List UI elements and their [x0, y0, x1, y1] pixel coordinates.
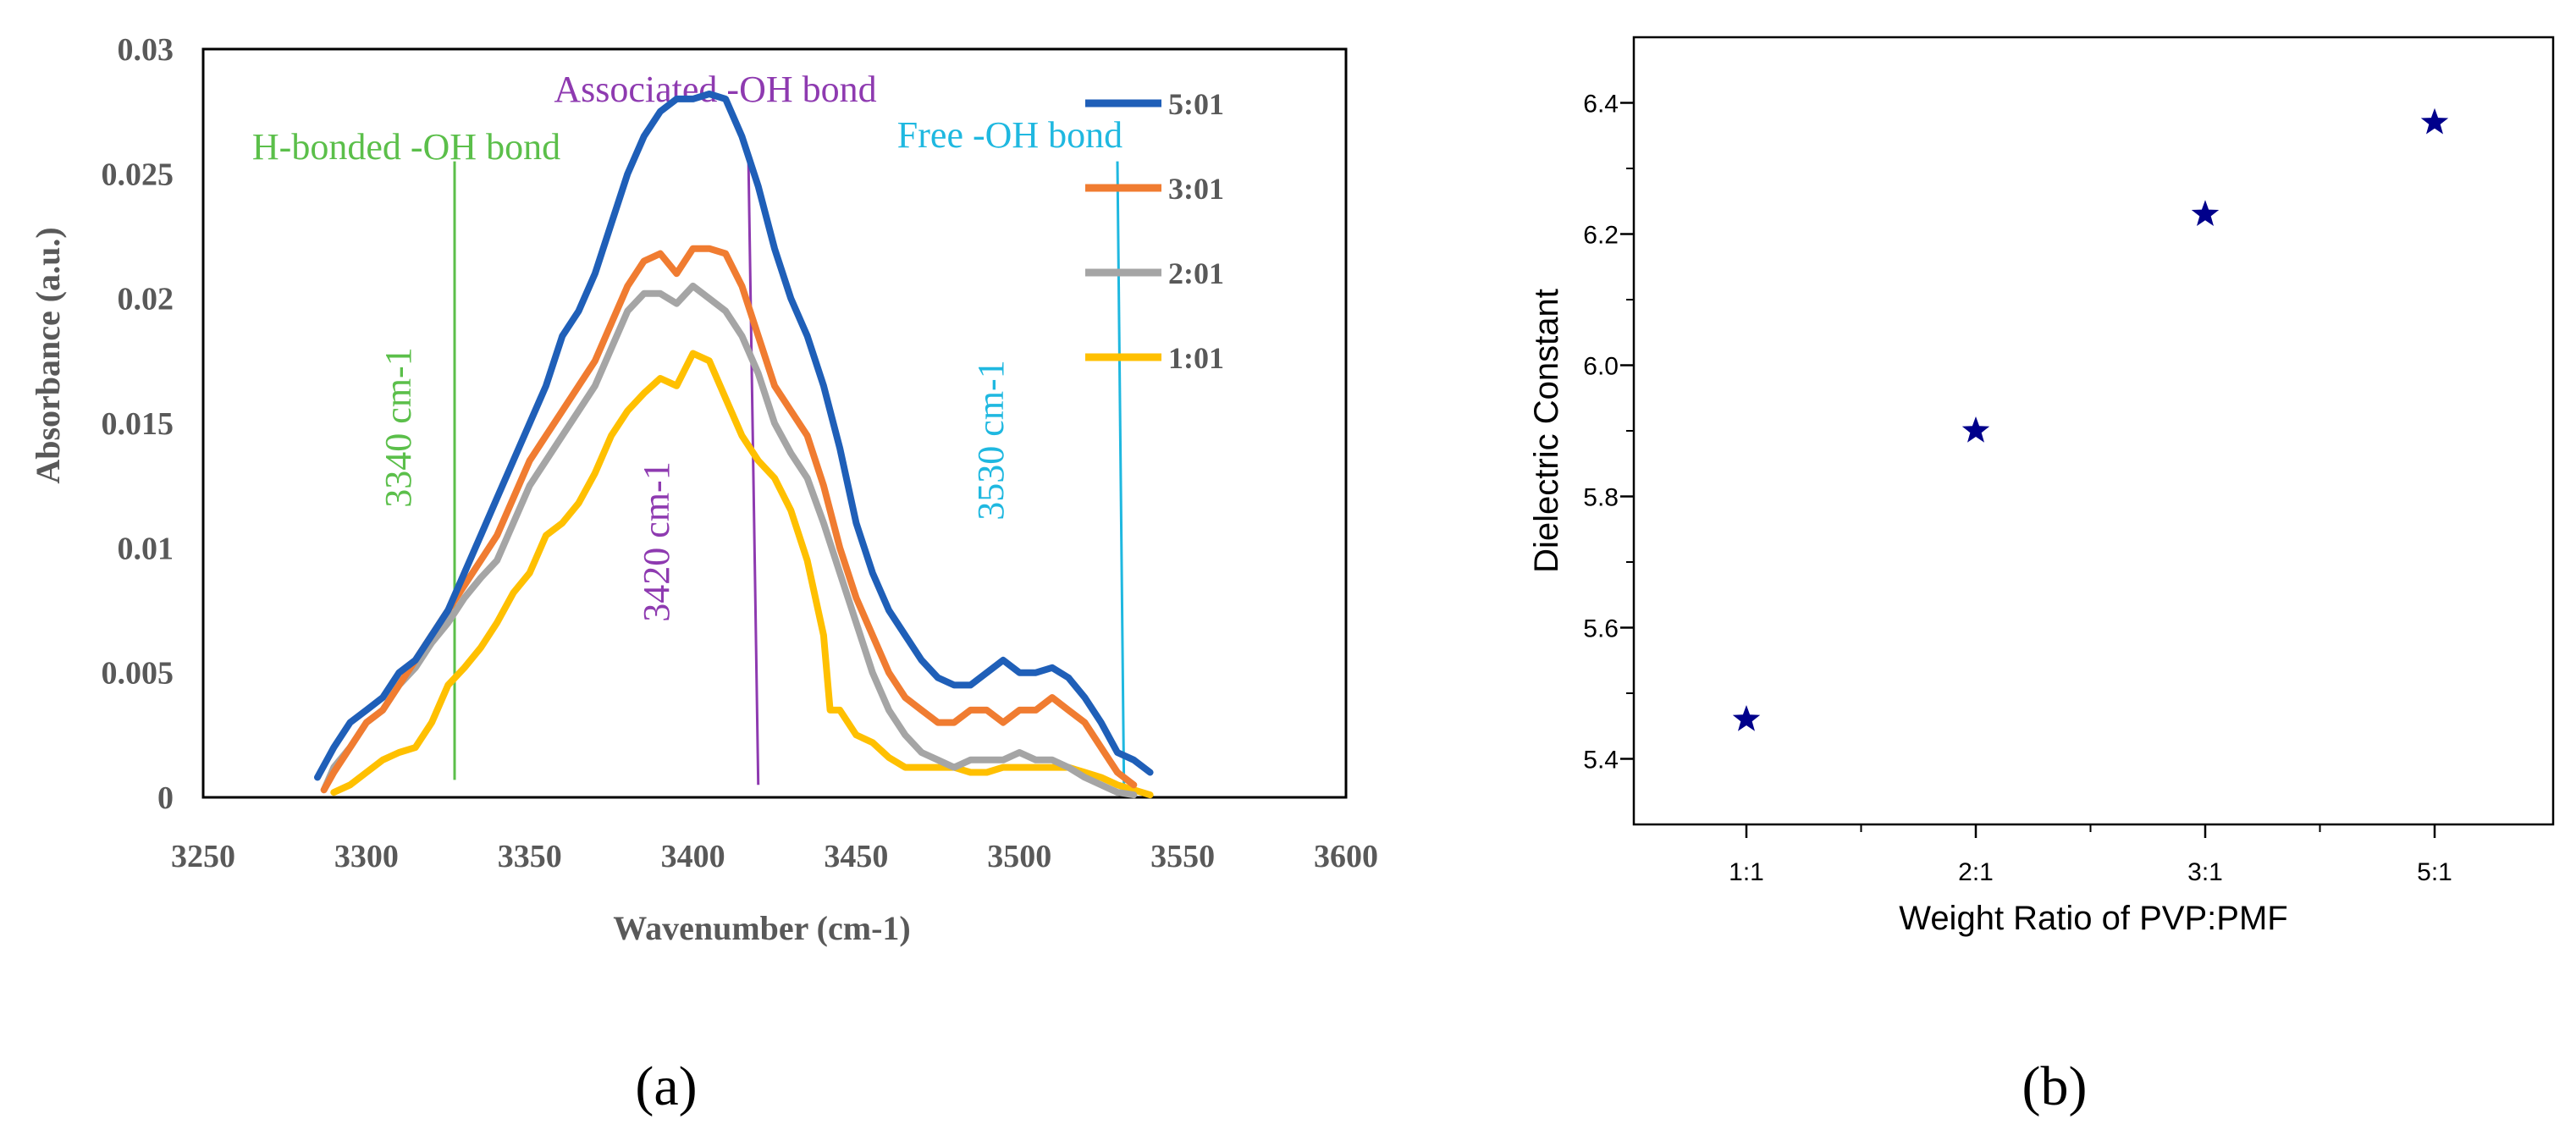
plot-a-ytick-label: 0.015: [102, 406, 174, 442]
panel-b: 1:1 2:1 3:1 5:1 5.4 5.6 5.8 6.0 6.2 6.4 Weight R…: [1528, 36, 2555, 1117]
data-point-2-1: [1961, 416, 1990, 443]
plot-b-ytick-label: 5.8: [1583, 484, 1619, 512]
plot-a-xtick-label: 3600: [1314, 839, 1378, 874]
plot-a-xtick-label: 3550: [1150, 839, 1215, 874]
panel-a-caption: (a): [635, 1056, 697, 1117]
plot-a-xtick-label: 3250: [171, 839, 235, 874]
reference-tag-hbonded: 3340 cm-1: [378, 347, 419, 507]
plot-b-xtick-label: 2:1: [1958, 858, 1994, 886]
plot-a-xtick-label: 3300: [334, 839, 399, 874]
reference-tag-associated: 3420 cm-1: [636, 461, 677, 621]
plot-b-xtick-label: 5:1: [2417, 858, 2452, 886]
reference-line-free: [1116, 161, 1126, 785]
plot-b-xtick-label: 3:1: [2187, 858, 2223, 886]
legend-label-2-01: 2:01: [1168, 256, 1224, 290]
plot-b-ytick-label: 5.4: [1583, 747, 1619, 774]
plot-b-ylabel: Dielectric Constant: [1528, 289, 1565, 573]
reference-label-free: Free -OH bond: [897, 114, 1123, 156]
plot-b-xlabel: Weight Ratio of PVP:PMF: [1899, 900, 2287, 937]
plot-a-xlabel: Wavenumber (cm-1): [613, 909, 910, 947]
reference-label-associated: Associated -OH bond: [554, 69, 876, 110]
legend-label-3-01: 3:01: [1168, 172, 1224, 206]
plot-a-ytick-label: 0.02: [118, 282, 174, 317]
plot-a-xtick-label: 3450: [824, 839, 888, 874]
plot-a-ytick-label: 0: [157, 780, 174, 816]
legend-label-1-01: 1:01: [1168, 341, 1224, 375]
series-line-5-01: [314, 91, 1154, 781]
data-point-3-1: [2191, 200, 2220, 226]
plot-b-ytick-label: 6.0: [1583, 353, 1619, 381]
panel-b-caption: (b): [2022, 1056, 2088, 1117]
plot-a-ytick-label: 0.025: [102, 157, 174, 192]
plot-a-xtick-label: 3400: [661, 839, 725, 874]
panel-a: H-bonded -OH bond 3340 cm-1 Associated -OH…: [29, 32, 1378, 1117]
plot-b-ytick-label: 6.2: [1583, 222, 1619, 250]
plot-a-xtick-label: 3500: [987, 839, 1051, 874]
reference-tag-free: 3530 cm-1: [970, 360, 1012, 520]
series-line-2-01: [320, 282, 1138, 799]
plot-a-xtick-label: 3350: [498, 839, 562, 874]
legend-label-5-01: 5:01: [1168, 87, 1224, 121]
plot-b-ytick-label: 5.6: [1583, 615, 1619, 643]
plot-a-ytick-label: 0.01: [118, 531, 174, 566]
reference-line-associated: [747, 161, 760, 785]
data-point-1-1: [1732, 705, 1761, 731]
plot-a-ylabel: Absorbance (a.u.): [29, 227, 67, 483]
series-line-1-01: [330, 350, 1154, 799]
plot-a-ytick-label: 0.03: [118, 32, 174, 68]
plot-a-ytick-label: 0.005: [102, 656, 174, 692]
data-point-5-1: [2420, 107, 2449, 135]
plot-b-ytick-label: 6.4: [1583, 91, 1619, 119]
plot-b-area: [1632, 36, 2555, 826]
plot-b-xtick-label: 1:1: [1729, 858, 1764, 886]
reference-label-hbonded: H-bonded -OH bond: [252, 126, 560, 168]
